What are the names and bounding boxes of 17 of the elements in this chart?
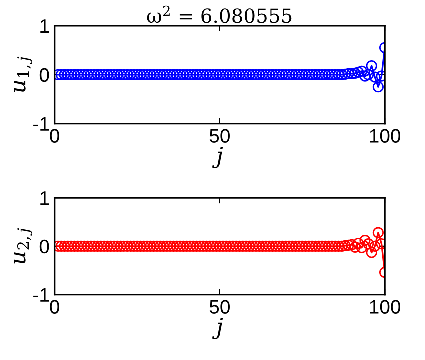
- y-tick-label: 1: [40, 20, 50, 33]
- x-axis-title: j: [212, 147, 224, 168]
- x-tick-label: 50: [210, 129, 230, 143]
- x-tick-label: 100: [370, 300, 401, 314]
- x-tick-label: 0: [50, 300, 60, 314]
- y-tick-label: 0: [40, 68, 50, 82]
- x-tick-label: 100: [370, 129, 401, 143]
- y-axis-title: u$_{2,j}$: [14, 228, 32, 264]
- y-axis-title: u$_{1,j}$: [14, 56, 32, 92]
- x-axis-title: j: [212, 318, 224, 340]
- chart-title: ω$^{2}$ = 6.080555: [147, 6, 292, 24]
- y-tick-label: 1: [40, 192, 50, 206]
- y-tick-label: -1: [34, 118, 50, 131]
- x-tick-label: 0: [50, 129, 60, 143]
- x-tick-label: 50: [210, 300, 230, 314]
- y-tick-label: 0: [40, 240, 50, 254]
- y-tick-label: -1: [34, 288, 50, 302]
